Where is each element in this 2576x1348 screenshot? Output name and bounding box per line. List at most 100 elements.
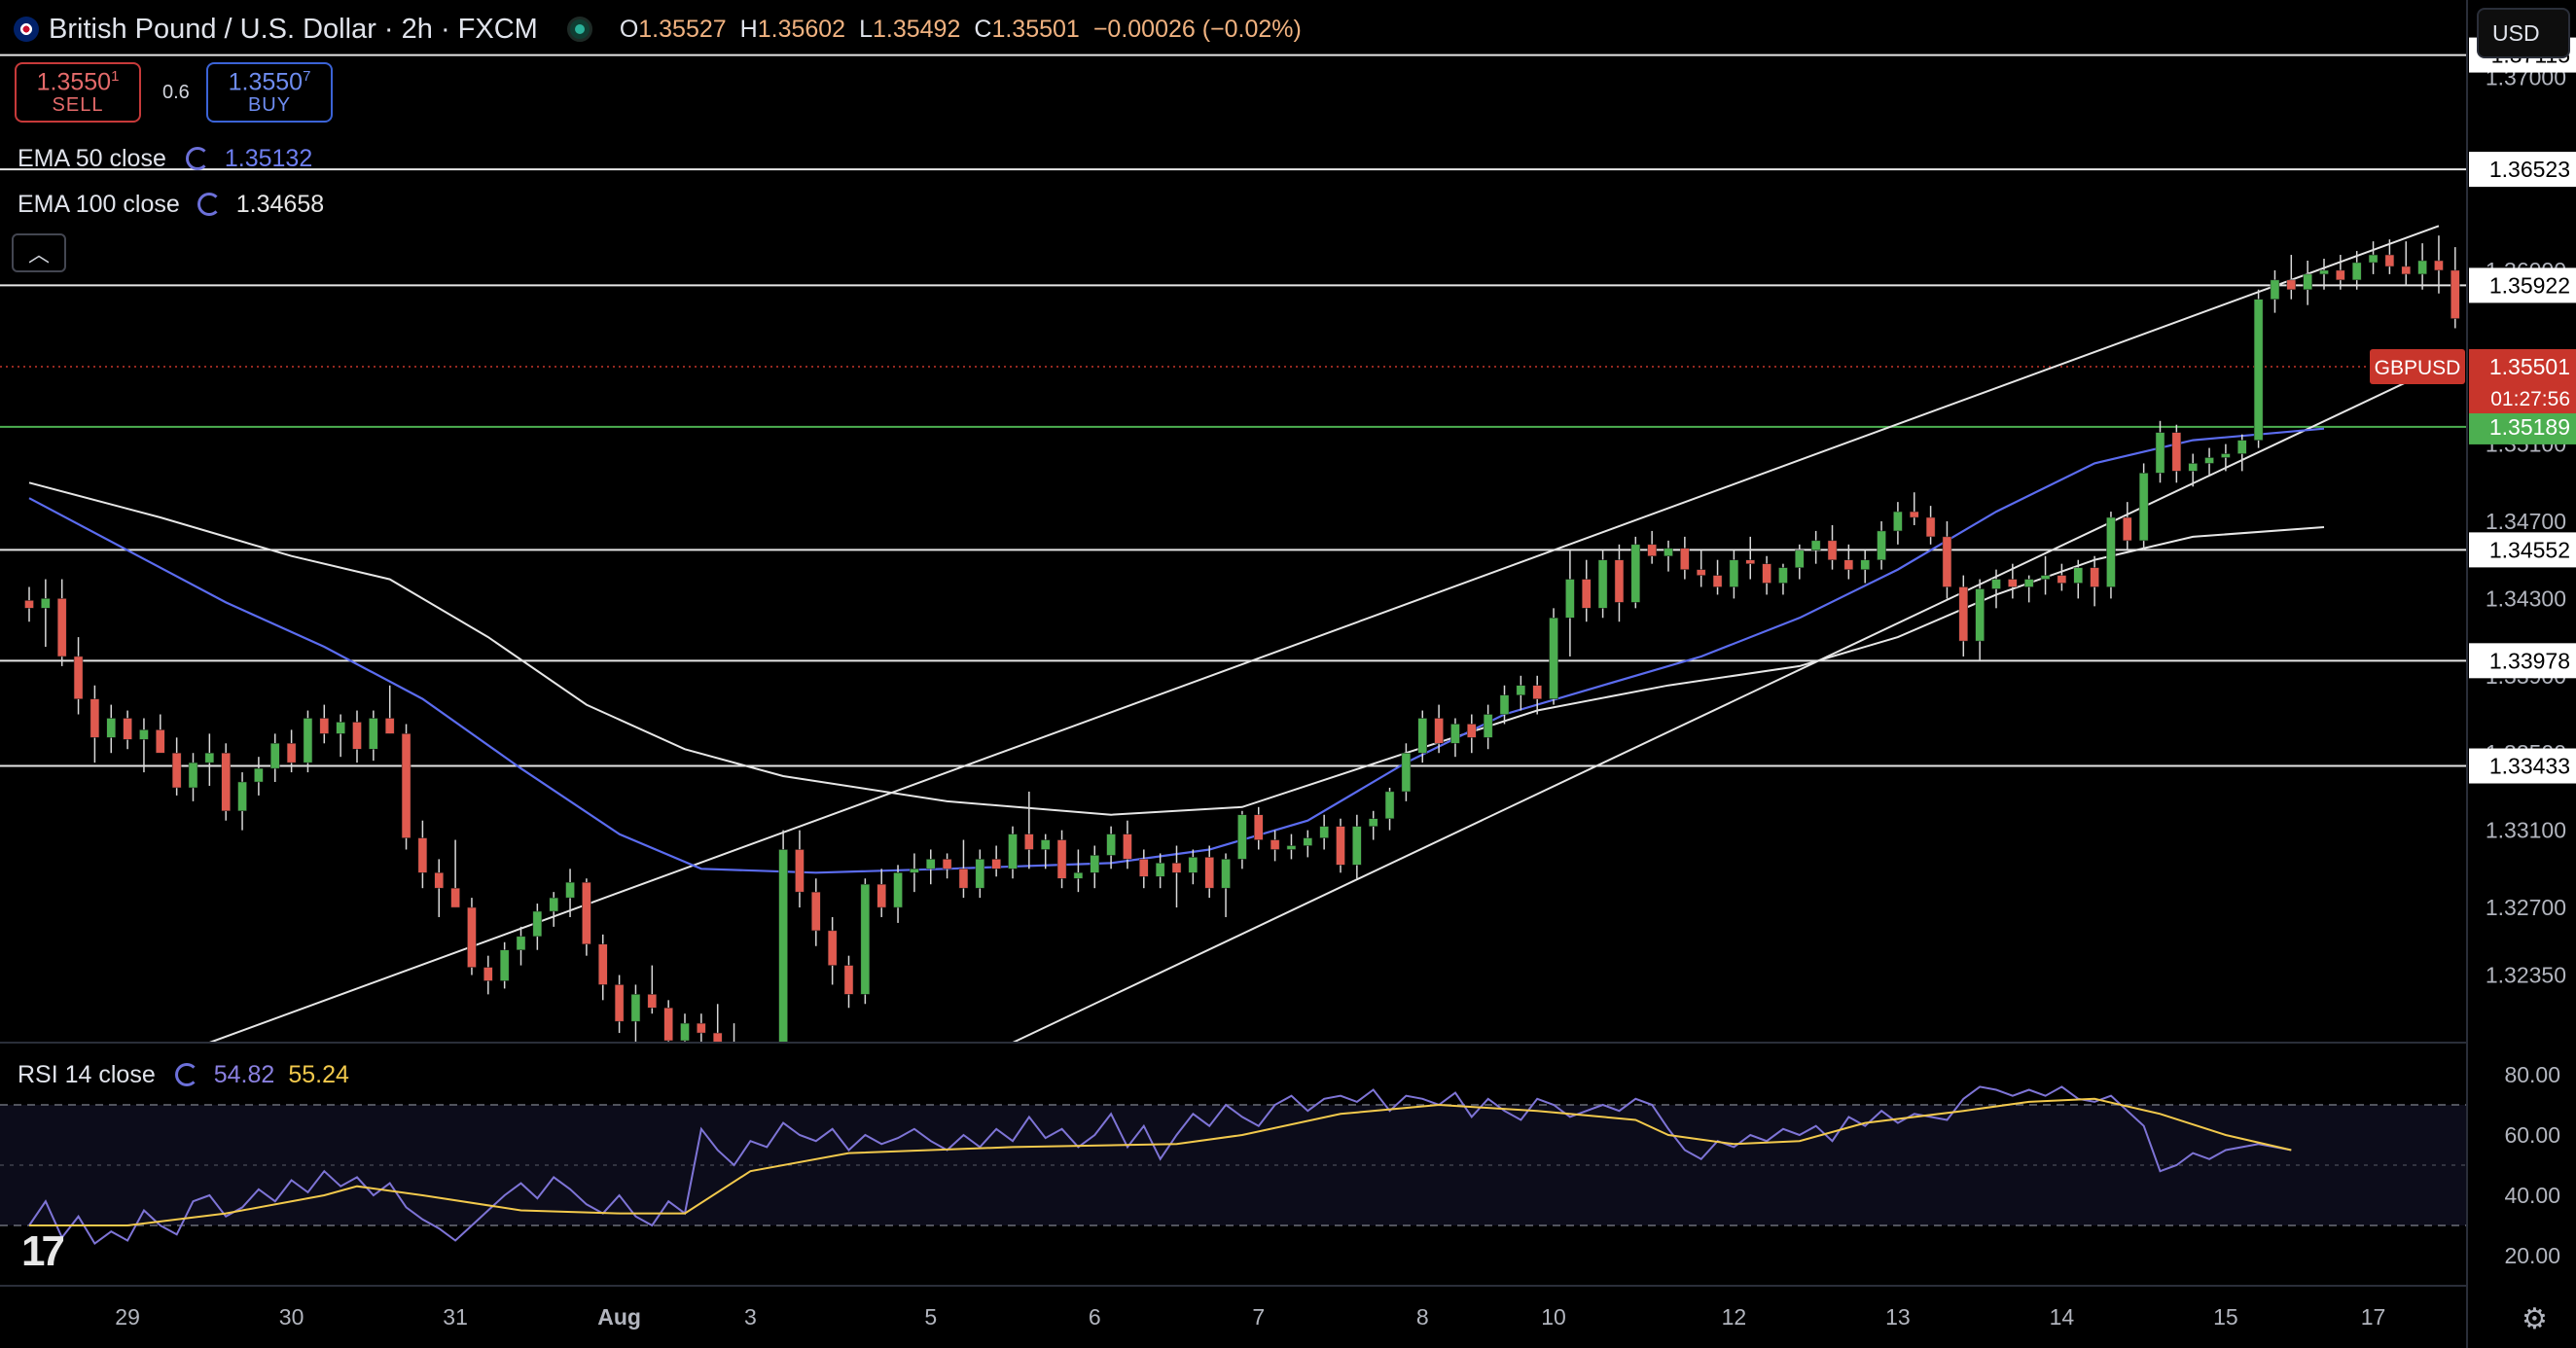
- candle-body: [2270, 279, 2280, 300]
- rsi-tick-label: 20.00: [2504, 1243, 2560, 1268]
- price-tick-label: 1.34700: [2486, 509, 2566, 534]
- candle-body: [582, 881, 591, 945]
- currency-selector[interactable]: USD: [2477, 8, 2570, 58]
- candle-body: [942, 859, 952, 869]
- candle-body: [123, 718, 132, 740]
- level-price-label: 1.35922: [2489, 272, 2570, 298]
- candle-body: [1401, 752, 1412, 793]
- candle-body: [827, 930, 838, 966]
- candle-body: [1910, 511, 1919, 518]
- candle-body: [89, 698, 100, 738]
- ema50-label: EMA 50 close: [18, 144, 166, 172]
- current-price-tag: [2469, 348, 2576, 413]
- candle-body: [1106, 834, 1116, 856]
- candle-body: [2221, 453, 2231, 458]
- buy-price-pip: 7: [303, 68, 311, 86]
- candle-body: [1155, 863, 1165, 877]
- candle-body: [1630, 544, 1641, 603]
- support-price-tag: [2469, 408, 2576, 444]
- candle-body: [352, 722, 362, 750]
- time-tick-label: 14: [2050, 1304, 2075, 1330]
- candle-body: [1762, 563, 1771, 584]
- candle-body: [778, 849, 788, 1043]
- candle-body: [1254, 814, 1264, 840]
- candle-body: [1810, 540, 1821, 551]
- candle-body: [1303, 837, 1313, 846]
- candle-body: [319, 718, 330, 734]
- ema50-legend[interactable]: EMA 50 close 1.35132: [18, 142, 312, 175]
- ema100-value: 1.34658: [235, 190, 325, 218]
- candle-body: [1270, 839, 1280, 850]
- candle-body: [1368, 818, 1378, 827]
- candle-body: [1384, 791, 1395, 819]
- time-tick-label: 12: [1722, 1304, 1747, 1330]
- candle-body: [2123, 516, 2132, 542]
- rsi-legend[interactable]: RSI 14 close 54.82 55.24: [18, 1058, 349, 1091]
- candle-body: [2090, 567, 2099, 587]
- candle-body: [1778, 567, 1788, 584]
- price-change: −0.00026 (−0.02%): [1092, 15, 1302, 43]
- rsi-tick-label: 60.00: [2504, 1122, 2560, 1148]
- candle-body: [680, 1022, 690, 1042]
- collapse-legend-button[interactable]: ︿: [12, 233, 66, 272]
- candle-body: [237, 781, 247, 812]
- time-tick-label: 17: [2361, 1304, 2386, 1330]
- candle-body: [2319, 269, 2329, 275]
- support-price-label: 1.35189: [2489, 414, 2570, 440]
- candle-body: [1893, 511, 1903, 532]
- ema100-legend[interactable]: EMA 100 close 1.34658: [18, 188, 324, 221]
- candle-body: [926, 859, 936, 869]
- candle-body: [1843, 559, 1854, 570]
- candle-body: [106, 718, 116, 738]
- candle-body: [2434, 260, 2444, 271]
- settings-gear-icon[interactable]: ⚙: [2522, 1303, 2548, 1335]
- time-axis: 29 30 31 Aug 3 5 6 7 8 10 12 13 14 15 17: [115, 1304, 2385, 1330]
- level-price-label: 1.36523: [2489, 157, 2570, 182]
- rsi-panel: 80.00 60.00 40.00 20.00: [0, 1062, 2560, 1268]
- candle-body: [1024, 834, 1034, 850]
- candle-body: [483, 967, 493, 981]
- candle-body: [1237, 814, 1247, 860]
- candle-body: [2040, 575, 2051, 580]
- candle-body: [2253, 299, 2264, 441]
- candle-body: [1352, 826, 1362, 866]
- horizontal-levels: [0, 53, 2467, 767]
- candle-body: [532, 910, 543, 938]
- time-tick-label: 3: [744, 1304, 757, 1330]
- sell-price: 1.3550: [36, 68, 112, 96]
- candle-body: [1040, 839, 1051, 850]
- candle-body: [1712, 575, 1723, 587]
- candle-body: [139, 729, 149, 740]
- candle-body: [2023, 579, 2034, 587]
- candle-body: [1549, 618, 1558, 699]
- symbol-title[interactable]: British Pound / U.S. Dollar · 2h · FXCM: [49, 13, 538, 45]
- time-tick-label: 13: [1885, 1304, 1911, 1330]
- rsi-tick-label: 40.00: [2504, 1183, 2560, 1208]
- candle-body: [843, 965, 854, 995]
- candle-body: [1319, 826, 1329, 838]
- ema50-value: 1.35132: [224, 144, 313, 172]
- candle-body: [171, 752, 182, 789]
- current-price-label: 1.35501: [2489, 354, 2570, 379]
- candle-body: [1991, 579, 2001, 589]
- buy-button[interactable]: 1.35507 BUY: [206, 62, 333, 123]
- time-tick-label: 6: [1089, 1304, 1101, 1330]
- price-tick-label: 1.33100: [2486, 818, 2566, 843]
- candle-body: [1860, 559, 1870, 570]
- rsi-loading-icon: [174, 1063, 198, 1086]
- candle-body: [450, 887, 460, 908]
- market-status-icon[interactable]: [566, 17, 592, 42]
- close-value: C1.35501: [974, 15, 1080, 43]
- spread-value: 0.6: [162, 82, 190, 103]
- candle-body: [1597, 559, 1608, 609]
- rsi-value: 54.82: [213, 1060, 275, 1088]
- candle-body: [2188, 463, 2198, 472]
- candle-body: [204, 752, 215, 763]
- candle-body: [1056, 839, 1067, 879]
- candle-body: [2286, 279, 2297, 291]
- sell-label: SELL: [52, 93, 104, 116]
- sell-button[interactable]: 1.35501 SELL: [15, 62, 141, 123]
- candle-body: [369, 718, 378, 750]
